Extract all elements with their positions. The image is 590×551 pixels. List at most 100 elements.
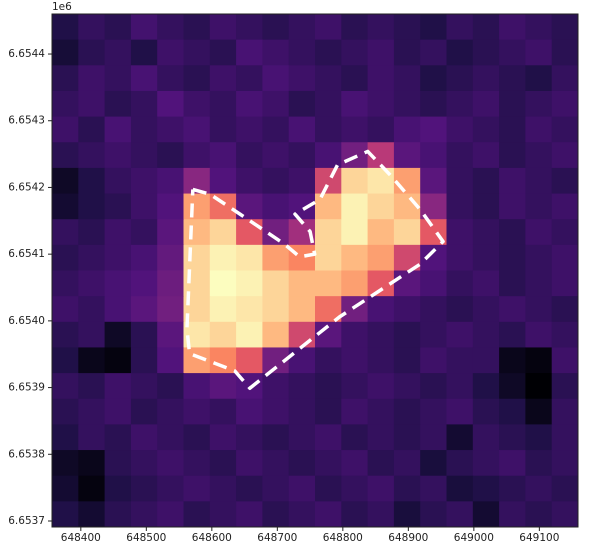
- raster-cell: [315, 501, 342, 527]
- raster-cell: [394, 271, 421, 297]
- raster-cell: [499, 399, 526, 425]
- raster-cell: [368, 373, 395, 399]
- raster-cell: [236, 40, 263, 66]
- raster-cell: [525, 296, 552, 322]
- raster-cell: [525, 142, 552, 168]
- raster-cell: [157, 14, 184, 40]
- raster-cell: [341, 322, 368, 348]
- raster-cell: [525, 476, 552, 502]
- raster-cell: [394, 322, 421, 348]
- raster-cell: [473, 322, 500, 348]
- raster-cell: [499, 373, 526, 399]
- raster-cell: [184, 450, 211, 476]
- raster-cell: [52, 450, 79, 476]
- raster-cell: [315, 40, 342, 66]
- raster-cell: [368, 117, 395, 143]
- raster-cell: [131, 347, 158, 373]
- raster-cell: [499, 271, 526, 297]
- raster-cell: [552, 271, 579, 297]
- x-tick-label: 648700: [257, 532, 297, 544]
- raster-cell: [184, 91, 211, 117]
- raster-cell: [289, 322, 316, 348]
- raster-cell: [52, 271, 79, 297]
- raster-cell: [52, 373, 79, 399]
- raster-cell: [52, 117, 79, 143]
- raster-cell: [341, 168, 368, 194]
- raster-cell: [236, 424, 263, 450]
- raster-cell: [525, 450, 552, 476]
- raster-cell: [78, 245, 105, 271]
- raster-cell: [131, 271, 158, 297]
- raster-cell: [131, 399, 158, 425]
- raster-cell: [341, 476, 368, 502]
- raster-cell: [184, 476, 211, 502]
- raster-cell: [289, 194, 316, 220]
- raster-cell: [315, 168, 342, 194]
- raster-cell: [552, 117, 579, 143]
- x-tick-label: 649000: [454, 532, 494, 544]
- raster-cell: [499, 450, 526, 476]
- raster-cell: [157, 91, 184, 117]
- raster-cell: [262, 245, 289, 271]
- raster-cell: [262, 65, 289, 91]
- raster-cell: [210, 142, 237, 168]
- raster-cell: [105, 117, 132, 143]
- y-tick-label: 6.6543: [8, 115, 45, 127]
- raster-cell: [420, 373, 447, 399]
- raster-cell: [236, 399, 263, 425]
- raster-cell: [447, 271, 474, 297]
- raster-cell: [420, 296, 447, 322]
- raster-cell: [157, 245, 184, 271]
- raster-cell: [368, 399, 395, 425]
- raster-cell: [420, 347, 447, 373]
- raster-cell: [394, 14, 421, 40]
- raster-cell: [368, 501, 395, 527]
- raster-cell: [525, 91, 552, 117]
- raster-cell: [394, 65, 421, 91]
- y-tick-label: 6.6542: [8, 181, 45, 193]
- raster-cell: [447, 245, 474, 271]
- raster-cell: [289, 424, 316, 450]
- raster-cell: [341, 424, 368, 450]
- raster-cell: [499, 245, 526, 271]
- raster-cell: [78, 40, 105, 66]
- raster-cell: [236, 450, 263, 476]
- raster-cell: [131, 117, 158, 143]
- raster-cell: [157, 296, 184, 322]
- raster-cell: [262, 476, 289, 502]
- raster-cell: [131, 194, 158, 220]
- raster-cell: [78, 142, 105, 168]
- raster-cell: [52, 399, 79, 425]
- raster-cell: [184, 424, 211, 450]
- raster-cell: [368, 245, 395, 271]
- raster-cell: [420, 424, 447, 450]
- raster-cell: [525, 14, 552, 40]
- y-tick-label: 6.6544: [8, 48, 45, 60]
- raster-cell: [52, 91, 79, 117]
- offset-text: 1e6: [52, 1, 72, 13]
- raster-cell: [52, 219, 79, 245]
- raster-cell: [184, 347, 211, 373]
- raster-cell: [210, 476, 237, 502]
- raster-cell: [262, 219, 289, 245]
- raster-cell: [236, 142, 263, 168]
- raster-cell: [473, 194, 500, 220]
- raster-cell: [394, 476, 421, 502]
- raster-cell: [552, 40, 579, 66]
- raster-cell: [289, 168, 316, 194]
- raster-cell: [368, 91, 395, 117]
- raster-cell: [525, 194, 552, 220]
- raster-cell: [210, 219, 237, 245]
- raster-cell: [78, 424, 105, 450]
- raster-cell: [368, 219, 395, 245]
- raster-cell: [525, 424, 552, 450]
- raster-cell: [262, 450, 289, 476]
- raster-cell: [157, 322, 184, 348]
- raster-cell: [236, 14, 263, 40]
- raster-cell: [552, 347, 579, 373]
- raster-cell: [420, 142, 447, 168]
- raster-cell: [394, 399, 421, 425]
- raster-cell: [78, 65, 105, 91]
- raster-cell: [473, 347, 500, 373]
- raster-cell: [105, 450, 132, 476]
